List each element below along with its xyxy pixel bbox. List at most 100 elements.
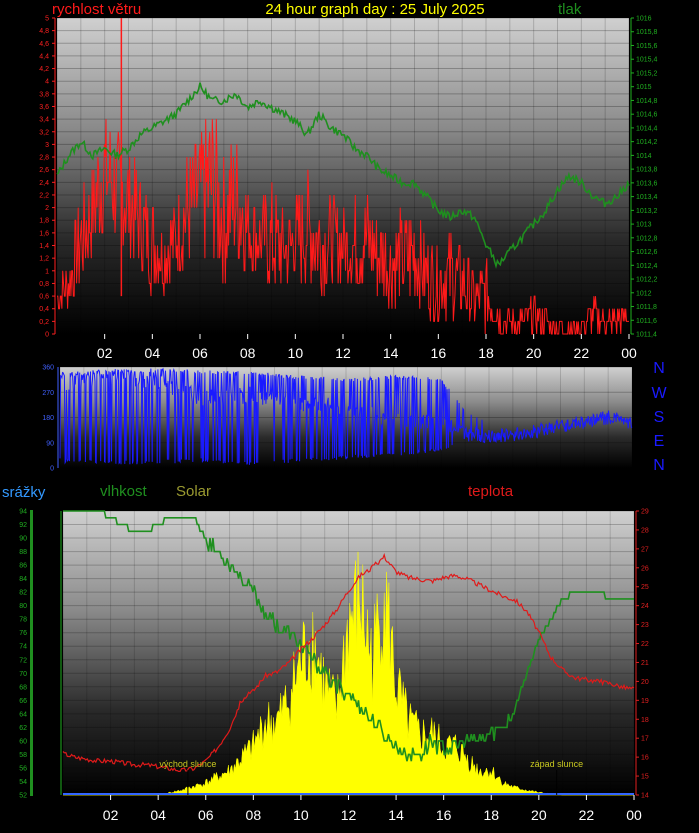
wind-tick-label: 4 [45, 79, 49, 86]
pressure-tick-label: 1012,2 [636, 277, 658, 284]
wind-tick-label: 3,4 [39, 117, 49, 124]
pressure-tick-label: 1013,4 [636, 194, 658, 201]
humidity-tick-label: 94 [19, 509, 27, 516]
pressure-tick-label: 1013 [636, 222, 652, 229]
pressure-tick-label: 1012 [636, 290, 652, 297]
wind-tick-label: 1,8 [39, 218, 49, 225]
pressure-tick-label: 1013,8 [636, 167, 658, 174]
humidity-label: vlhkost [100, 483, 148, 500]
humidity-temp-solar-series [62, 510, 635, 796]
x-tick-label: 14 [383, 345, 399, 361]
x-tick-label: 22 [579, 807, 595, 823]
direction-tick-label: 0 [50, 466, 54, 473]
wind-tick-label: 0,6 [39, 294, 49, 301]
temperature-tick-label: 16 [641, 755, 649, 762]
wind-tick-label: 4,8 [39, 28, 49, 35]
direction-tick-label: 270 [42, 390, 54, 397]
wind-tick-label: 5 [45, 16, 49, 23]
wind-tick-label: 3,2 [39, 129, 49, 136]
x-tick-label: 10 [288, 345, 304, 361]
temperature-tick-label: 27 [641, 546, 649, 553]
x-tick-label: 00 [621, 345, 637, 361]
direction-tick-label: 90 [46, 440, 54, 447]
pressure-tick-label: 1011,6 [636, 318, 657, 325]
wind-pressure-plot-area [57, 18, 629, 334]
pressure-tick-label: 1015,2 [636, 70, 658, 77]
temperature-tick-label: 23 [641, 622, 649, 629]
wind-direction-chart: 0 90 180 270 360 N W S E N [42, 360, 667, 474]
temperature-tick-label: 28 [641, 527, 649, 534]
humidity-tick-label: 60 [19, 738, 27, 745]
pressure-tick-label: 1013,2 [636, 208, 658, 215]
x-tick-label: 04 [150, 807, 166, 823]
humidity-tick-label: 70 [19, 671, 27, 678]
wind-tick-label: 0,2 [39, 319, 49, 326]
wind-speed-label: rychlost větru [52, 1, 141, 18]
wind-tick-label: 4,6 [39, 41, 49, 48]
wind-direction-plot-area [60, 367, 632, 468]
compass-e: E [654, 433, 665, 450]
x-tick-label: 20 [531, 807, 547, 823]
wind-tick-label: 2,4 [39, 180, 49, 187]
wind-tick-label: 0 [45, 332, 49, 339]
wind-tick-label: 1,6 [39, 230, 49, 237]
x-tick-label: 16 [431, 345, 447, 361]
wind-tick-label: 3,8 [39, 91, 49, 98]
x-tick-label: 16 [436, 807, 452, 823]
x-tick-label: 12 [341, 807, 357, 823]
temperature-tick-label: 18 [641, 717, 649, 724]
x-tick-label: 22 [574, 345, 590, 361]
humidity-tick-label: 52 [19, 793, 27, 800]
wind-tick-label: 1,2 [39, 256, 49, 263]
wind-tick-label: 1 [45, 268, 49, 275]
x-tick-label: 06 [192, 345, 208, 361]
sunset-annotation: západ slunce [530, 759, 583, 769]
humidity-tick-label: 76 [19, 630, 27, 637]
humidity-axis: 52 54 56 58 60 62 64 66 68 70 72 74 76 78 80 82 84 86 88 90… [19, 509, 62, 800]
x-tick-label: 14 [388, 807, 404, 823]
pressure-tick-label: 1012,4 [636, 263, 658, 270]
humidity-tick-label: 84 [19, 576, 27, 583]
pressure-tick-label: 1015,4 [636, 57, 658, 64]
x-tick-label: 10 [293, 807, 309, 823]
temperature-tick-label: 17 [641, 736, 649, 743]
wind-direction-series [59, 367, 633, 465]
humidity-tick-label: 62 [19, 725, 27, 732]
pressure-label: tlak [558, 1, 582, 18]
humidity-tick-label: 90 [19, 536, 27, 543]
pressure-tick-label: 1014 [636, 153, 652, 160]
pressure-tick-label: 1012,8 [636, 235, 658, 242]
wind-tick-label: 0,4 [39, 306, 49, 313]
humidity-tick-label: 54 [19, 779, 27, 786]
wind-tick-label: 2 [45, 205, 49, 212]
temperature-tick-label: 26 [641, 565, 649, 572]
temperature-tick-label: 14 [641, 793, 649, 800]
wind-tick-label: 4,2 [39, 66, 49, 73]
pressure-tick-label: 1012,6 [636, 249, 658, 256]
wind-tick-label: 3 [45, 142, 49, 149]
pressure-axis: 1011,4 1011,6 1011,8 1012 1012,2 1012,4 1012,6… [630, 16, 658, 339]
pressure-tick-label: 1014,2 [636, 139, 658, 146]
temperature-line [62, 552, 635, 772]
temperature-tick-label: 20 [641, 679, 649, 686]
x-tick-label: 08 [246, 807, 262, 823]
pressure-tick-label: 1011,8 [636, 304, 657, 311]
pressure-tick-label: 1015,6 [636, 43, 658, 50]
wind-tick-label: 1,4 [39, 243, 49, 250]
compass-n-top: N [653, 360, 665, 377]
humidity-tick-label: 68 [19, 684, 27, 691]
wind-direction-axis: 0 90 180 270 360 [42, 365, 59, 473]
rain-label: srážky [2, 484, 46, 501]
compass-labels: N W S E N [651, 360, 667, 474]
temperature-tick-label: 22 [641, 641, 649, 648]
humidity-tick-label: 92 [19, 522, 27, 529]
pressure-tick-label: 1011,4 [636, 332, 657, 339]
wind-tick-label: 4,4 [39, 53, 49, 60]
wind-pressure-series [56, 18, 630, 335]
x-tick-label: 06 [198, 807, 214, 823]
compass-n-bottom: N [653, 457, 665, 474]
wind-tick-label: 2,2 [39, 192, 49, 199]
humidity-tick-label: 56 [19, 765, 27, 772]
x-tick-label: 08 [240, 345, 256, 361]
